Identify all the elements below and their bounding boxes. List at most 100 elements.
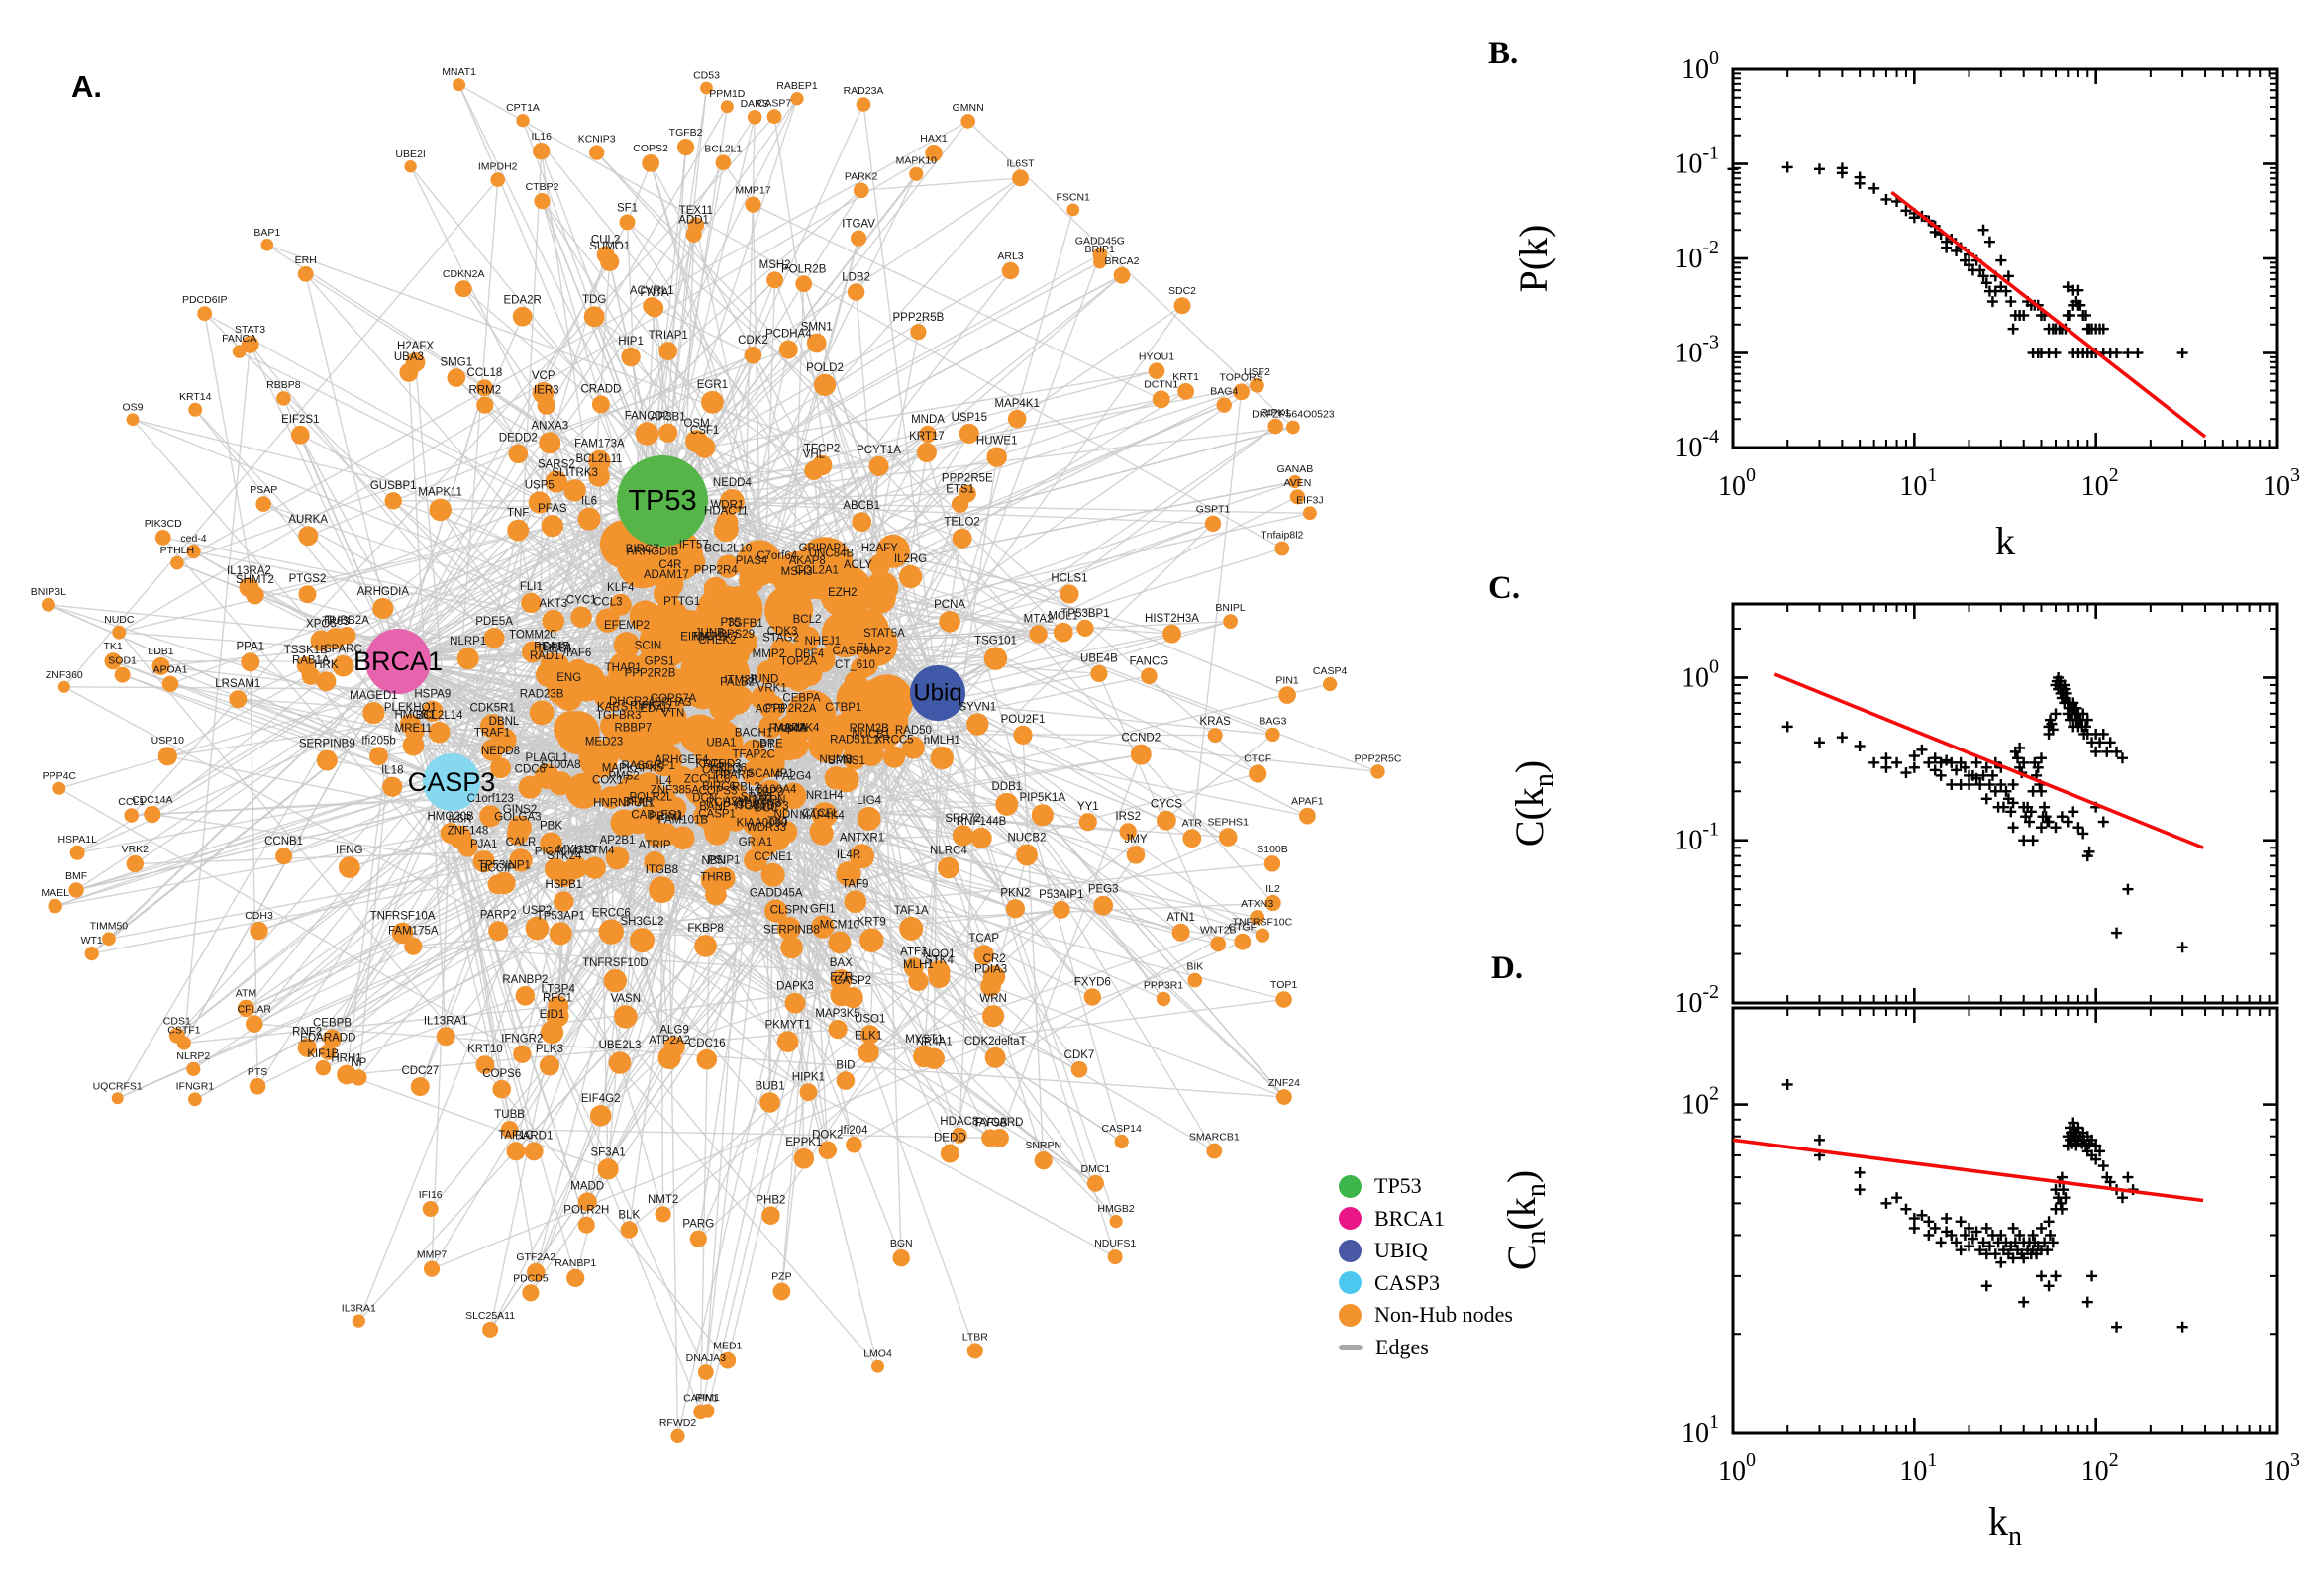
gene-node-label: TAF1C [498,1130,534,1142]
gene-node-label: BIRC7 [626,544,659,555]
gene-node-label: COX17 [592,774,630,786]
gene-node-label: TNFRSF10A [370,911,436,923]
gene-node [241,336,259,353]
gene-node-label: IMPDH2 [478,160,518,172]
gene-node-label: ELK1 [855,1031,882,1043]
gene-node [152,656,170,675]
gene-node [806,333,827,353]
gene-node-label: CCL3 [593,596,622,608]
gene-node-label: PTTG1 [663,596,700,608]
gene-node-label: EIF3F [680,632,711,644]
gene-node [784,992,806,1014]
gene-node [577,507,601,531]
gene-node [548,995,569,1017]
gene-node-label: BGN [890,1238,913,1249]
gene-node-label: SERPINB9 [299,739,355,750]
gene-node-label: PRIM1 [649,811,683,823]
gene-node-label: PIN1 [1275,674,1299,686]
y-tick-label: 10-4 [1674,426,1719,463]
gene-node-label: SOD1 [108,655,137,667]
gene-node [479,805,502,828]
gene-node [658,423,678,443]
gene-node [515,986,536,1006]
gene-node-label: SUMO1 [589,241,630,252]
gene-node [858,1042,879,1063]
gene-node-label: PARG [682,1219,714,1231]
edge-line-icon [1339,1344,1363,1350]
y-tick-label: 10-2 [1674,237,1719,274]
gene-node [810,647,836,673]
gene-node-label: YY1 [1077,801,1099,813]
gene-node-label: UBA3 [394,351,424,363]
scatter-points [1781,671,2188,953]
gene-node-label: NHEJ1 [805,636,841,648]
gene-node-label: PEG3 [1088,884,1119,896]
gene-node-label: HRH1 [331,1053,361,1065]
gene-node [923,1047,945,1069]
gene-node-label: S100A8 [541,759,581,771]
gene-node [170,555,184,570]
gene-node [1130,744,1152,765]
gene-node [883,746,906,768]
gene-node-label: CCNE1 [754,851,792,863]
gene-node [813,373,837,396]
gene-node [454,280,472,298]
gene-node-label: CYC1 [566,594,597,606]
gene-node [598,919,624,945]
x-tick-label: 103 [2263,464,2300,502]
gene-node [795,275,813,293]
gene-node-label: GOLGA3 [494,812,541,824]
gene-node-label: GUSBP1 [370,480,417,492]
gene-node-label: SMN1 [801,322,833,334]
gene-node [528,491,551,514]
gene-node-label: DCC [755,802,779,814]
gene-node [844,670,866,693]
x-axis-label: kn [1988,1499,2022,1551]
gene-node [712,866,736,890]
gene-node-label: IL6 [581,496,597,508]
gene-node-label: PFAS [538,503,567,515]
gene-node [1234,933,1252,950]
gene-node-label: NUDC [104,614,135,626]
gene-node-label: FNTA [640,287,669,299]
gene-node-label: GSTM4 [575,845,615,856]
gene-node [1249,764,1267,783]
gene-node-label: MMP7 [417,1249,447,1261]
gene-node [952,528,972,549]
gene-node-label: HDAC11 [704,505,749,517]
gene-node-label: GTF2A2 [516,1251,556,1263]
gene-node-label: IL6R [448,814,471,826]
gene-node-label: UBA1 [706,738,736,749]
gene-node-label: HSPB1 [545,879,582,891]
gene-node [818,1141,837,1159]
gene-node [952,825,974,847]
gene-node [766,109,782,125]
legend-label: Edges [1375,1334,1429,1359]
panel-c-label: C. [1488,570,1521,606]
gene-node-label: HIP1 [618,336,644,348]
gene-node [645,298,664,318]
gene-node [1223,614,1238,629]
gene-node-label: RBL2 [732,782,760,794]
gene-node [758,715,782,739]
gene-node-label: CLSPN [770,905,808,917]
gene-node-label: CDK3 [767,626,798,638]
gene-node [493,871,516,895]
gene-node-label: NDUFS1 [1094,1238,1136,1249]
gene-node [492,1079,511,1099]
gene-node [1007,409,1027,429]
scatter-points [1781,1078,2188,1333]
gene-node [1070,1061,1088,1078]
gene-node [405,352,426,372]
gene-node-label: ARHGEF4 [655,754,709,766]
gene-node [909,166,924,181]
gene-node [239,577,259,598]
gene-node-label: BNIP3L [31,586,66,598]
gene-node-label: CDC6 [515,764,546,776]
gene-node-label: PICALM [535,847,577,858]
gene-node-label: EZR [830,972,853,984]
gene-node [1187,972,1203,988]
gene-node-label: MAPK11 [418,487,462,499]
gene-node-label: UNC84B [809,549,855,560]
gene-node-label: SF3A1 [591,1147,626,1158]
